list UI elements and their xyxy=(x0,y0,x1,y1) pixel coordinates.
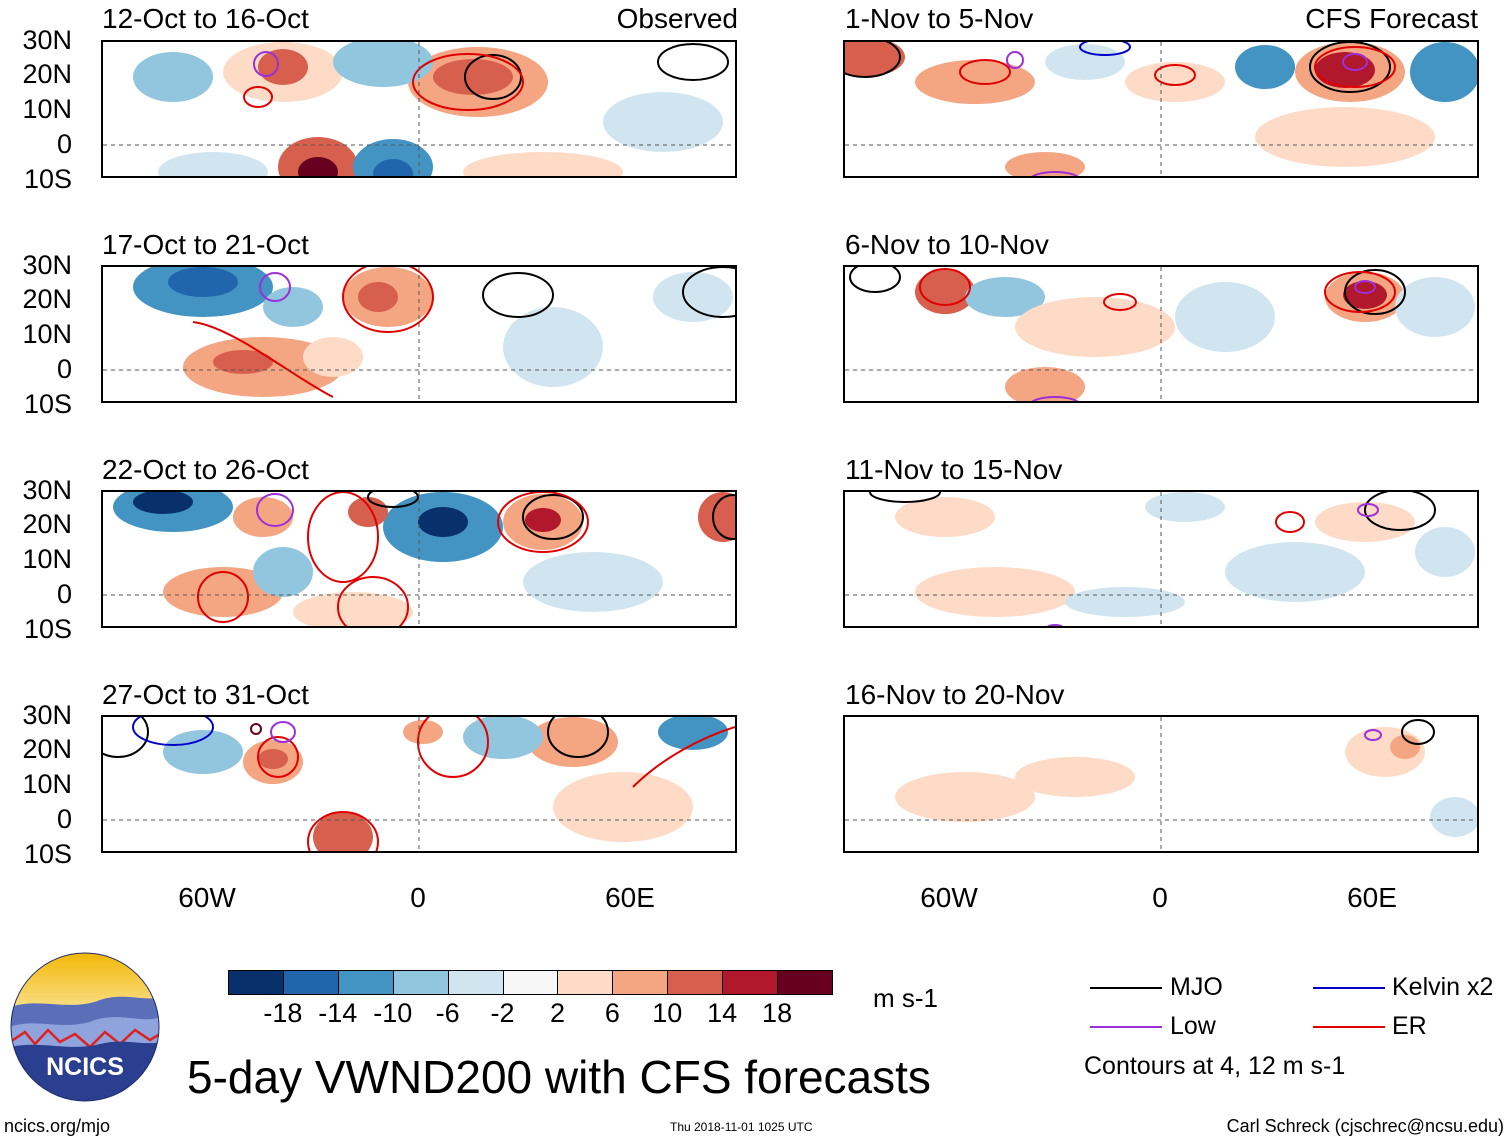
panel-title: 11-Nov to 15-Nov xyxy=(845,454,1063,485)
colorbar-tick-label: -10 xyxy=(373,998,413,1028)
lat-label: 0 xyxy=(56,804,72,834)
colorbar-tick-label: 6 xyxy=(604,998,620,1028)
anomaly-shading xyxy=(845,42,1477,176)
lon-label: 60E xyxy=(1347,882,1397,913)
legend-swatch-er xyxy=(1313,1026,1385,1028)
colorbar-box xyxy=(667,970,724,995)
colorbar-box xyxy=(777,970,833,995)
colorbar-tick-label: 18 xyxy=(762,998,793,1028)
legend-label-low: Low xyxy=(1170,1012,1216,1040)
anomaly-shading xyxy=(133,42,723,176)
wave-contours xyxy=(1364,719,1435,745)
colorbar-box xyxy=(447,970,504,995)
colorbar-tick-label: -2 xyxy=(490,998,515,1028)
legend-label-mjo: MJO xyxy=(1170,973,1223,1001)
colorbar-tick-label: -18 xyxy=(263,998,303,1028)
lat-label: 30N xyxy=(22,250,72,280)
lon-label: 60W xyxy=(920,882,978,913)
observed-label: Observed xyxy=(616,3,738,34)
legend-swatch-low xyxy=(1090,1026,1162,1028)
colorbar-box xyxy=(612,970,669,995)
map-panel xyxy=(101,490,737,628)
colorbar-tick-label: -14 xyxy=(318,998,358,1028)
footer-url[interactable]: ncics.org/mjo xyxy=(4,1116,111,1136)
anomaly-shading xyxy=(113,492,735,626)
lat-label: 0 xyxy=(56,579,72,609)
lat-label: 0 xyxy=(56,129,72,159)
legend-label-kelvin: Kelvin x2 xyxy=(1392,973,1494,1001)
panel-title: 12-Oct to 16-Oct xyxy=(102,3,309,34)
logo-text: NCICS xyxy=(46,1053,124,1081)
lat-label: 10N xyxy=(22,94,72,124)
colorbar-box xyxy=(722,970,779,995)
colorbar-tick-label: -6 xyxy=(435,998,460,1028)
legend-swatch-mjo xyxy=(1090,987,1162,989)
lon-label: 60E xyxy=(605,882,655,913)
lat-label: 30N xyxy=(22,700,72,730)
colorbar-box xyxy=(392,970,449,995)
lat-label: 10N xyxy=(22,769,72,799)
colorbar: -18 -14 -10 -6 -2 2 6 10 14 18 xyxy=(228,970,833,1040)
colorbar-tick-label: 10 xyxy=(652,998,683,1028)
lat-label: 10N xyxy=(22,544,72,574)
colorbar-tick-label: 2 xyxy=(549,998,565,1028)
colorbar-box xyxy=(557,970,614,995)
lat-label: 10S xyxy=(23,164,72,194)
panel-title: 17-Oct to 21-Oct xyxy=(102,229,309,260)
lat-label: 20N xyxy=(22,284,72,314)
lon-label: 0 xyxy=(410,882,426,913)
panel-title: 1-Nov to 5-Nov xyxy=(845,3,1034,34)
colorbar-box xyxy=(228,970,284,995)
map-panel xyxy=(843,265,1479,403)
panel-title: 16-Nov to 20-Nov xyxy=(845,679,1065,710)
wave-contours xyxy=(197,492,735,626)
lat-label: 20N xyxy=(22,59,72,89)
anomaly-shading xyxy=(915,270,1475,401)
lat-label: 30N xyxy=(22,475,72,505)
forecast-label: CFS Forecast xyxy=(1305,3,1478,34)
colorbar-box xyxy=(337,970,394,995)
main-title: 5-day VWND200 with CFS forecasts xyxy=(187,1051,931,1103)
map-panel xyxy=(843,715,1479,853)
colorbar-box xyxy=(282,970,339,995)
footer-timestamp: Thu 2018-11-01 1025 UTC xyxy=(670,1120,813,1134)
anomaly-shading xyxy=(895,492,1475,617)
lat-label: 0 xyxy=(56,354,72,384)
lon-label: 0 xyxy=(1152,882,1168,913)
wave-contours xyxy=(192,267,735,398)
legend-note: Contours at 4, 12 m s-1 xyxy=(1084,1052,1346,1080)
wave-contours xyxy=(849,267,1406,401)
wave-contours xyxy=(845,42,1396,176)
colorbar-units: m s-1 xyxy=(873,983,938,1013)
wave-contours xyxy=(869,492,1436,626)
lat-label: 20N xyxy=(22,734,72,764)
wave-contours xyxy=(243,43,729,111)
lat-label: 30N xyxy=(22,25,72,55)
lat-label: 10S xyxy=(23,389,72,419)
footer-credit: Carl Schreck (cjschrec@ncsu.edu) xyxy=(1226,1116,1504,1136)
map-panel xyxy=(101,40,737,178)
lat-label: 10N xyxy=(22,319,72,349)
panel-title: 22-Oct to 26-Oct xyxy=(102,454,309,485)
legend-swatch-kelvin xyxy=(1313,987,1385,989)
legend-label-er: ER xyxy=(1392,1012,1427,1040)
colorbar-box xyxy=(502,970,559,995)
colorbar-tick-label: 14 xyxy=(707,998,738,1028)
map-panel xyxy=(101,715,737,853)
anomaly-shading xyxy=(133,267,733,397)
panel-title: 27-Oct to 31-Oct xyxy=(102,679,309,710)
lat-label: 10S xyxy=(23,839,72,869)
lon-label: 60W xyxy=(178,882,236,913)
map-panel xyxy=(843,490,1479,628)
lat-label: 10S xyxy=(23,614,72,644)
anomaly-shading xyxy=(163,717,728,851)
lat-label: 20N xyxy=(22,509,72,539)
wave-contours xyxy=(103,717,735,851)
map-panel xyxy=(101,265,737,403)
ncics-logo: NCICS xyxy=(10,952,160,1102)
map-panel xyxy=(843,40,1479,178)
panel-title: 6-Nov to 10-Nov xyxy=(845,229,1049,260)
